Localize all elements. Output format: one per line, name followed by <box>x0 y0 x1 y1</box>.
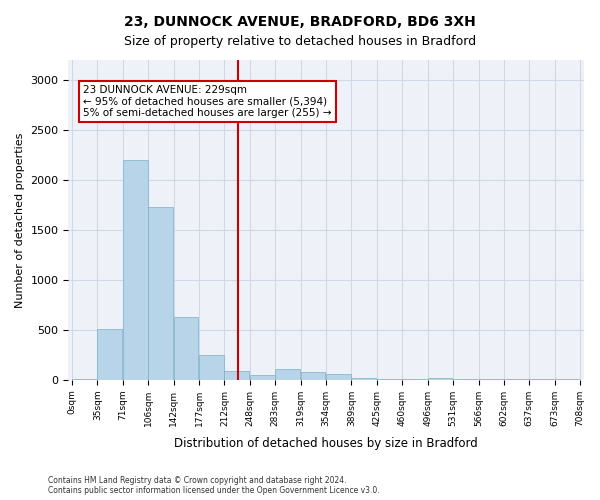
Bar <box>97 329 122 380</box>
Text: 23, DUNNOCK AVENUE, BRADFORD, BD6 3XH: 23, DUNNOCK AVENUE, BRADFORD, BD6 3XH <box>124 15 476 29</box>
Bar <box>250 375 275 380</box>
Bar <box>199 355 224 380</box>
Bar <box>352 378 376 380</box>
Bar <box>173 317 199 380</box>
Bar <box>123 160 148 380</box>
Bar <box>301 372 325 380</box>
Bar <box>326 374 351 380</box>
X-axis label: Distribution of detached houses by size in Bradford: Distribution of detached houses by size … <box>174 437 478 450</box>
Bar <box>148 207 173 380</box>
Bar <box>275 369 300 380</box>
Bar <box>428 378 452 380</box>
Text: Size of property relative to detached houses in Bradford: Size of property relative to detached ho… <box>124 35 476 48</box>
Bar <box>72 379 97 380</box>
Bar <box>224 371 249 380</box>
Y-axis label: Number of detached properties: Number of detached properties <box>15 132 25 308</box>
Text: Contains HM Land Registry data © Crown copyright and database right 2024.
Contai: Contains HM Land Registry data © Crown c… <box>48 476 380 495</box>
Text: 23 DUNNOCK AVENUE: 229sqm
← 95% of detached houses are smaller (5,394)
5% of sem: 23 DUNNOCK AVENUE: 229sqm ← 95% of detac… <box>83 85 331 118</box>
